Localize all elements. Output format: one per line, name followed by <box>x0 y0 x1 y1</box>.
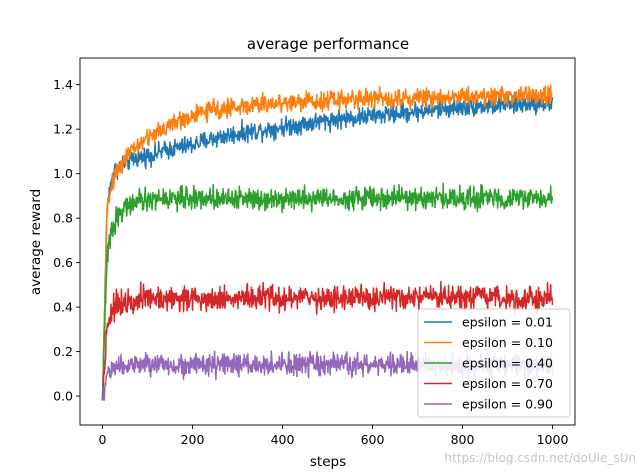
series-line-3 <box>101 280 554 401</box>
chart-title: average performance <box>247 35 409 53</box>
x-tick-label: 1000 <box>537 432 569 447</box>
y-tick-label: 0.6 <box>53 255 73 270</box>
legend-entry-label: epsilon = 0.40 <box>462 356 553 371</box>
y-tick-label: 0.8 <box>53 211 73 226</box>
legend-box <box>417 308 571 418</box>
legend-entry-label: epsilon = 0.70 <box>462 376 553 391</box>
y-tick-label: 0.0 <box>53 389 73 404</box>
y-tick-label: 0.4 <box>53 300 73 315</box>
y-tick-label: 0.2 <box>53 344 73 359</box>
x-tick-label: 400 <box>271 432 295 447</box>
axes-frame <box>79 57 576 426</box>
x-tick-label: 0 <box>99 432 107 447</box>
legend-entry-label: epsilon = 0.01 <box>462 315 553 330</box>
series-line-0 <box>101 90 554 401</box>
series-line-1 <box>101 84 553 401</box>
legend-entry-label: epsilon = 0.90 <box>462 397 553 412</box>
y-tick-label: 1.0 <box>53 166 73 181</box>
series-lines <box>101 84 554 401</box>
x-tick-label: 600 <box>361 432 385 447</box>
y-tick-label: 1.2 <box>53 122 73 137</box>
watermark-text: https://blog.csdn.net/doUle_sUn <box>445 451 636 465</box>
plot-area: 0 200 400 600 800 1000 0.0 0.2 0.4 0.6 0.8 1.0 1.2 1.… <box>53 57 576 447</box>
x-tick-label: 800 <box>451 432 475 447</box>
legend: epsilon = 0.01 epsilon = 0.10 epsilon = 0.… <box>417 308 571 418</box>
legend-entry-label: epsilon = 0.10 <box>462 335 553 350</box>
y-axis-label: average reward <box>28 189 44 295</box>
x-axis-label: steps <box>310 454 346 470</box>
x-tick-label: 200 <box>181 432 205 447</box>
y-tick-label: 1.4 <box>53 77 73 92</box>
series-line-2 <box>101 182 554 401</box>
